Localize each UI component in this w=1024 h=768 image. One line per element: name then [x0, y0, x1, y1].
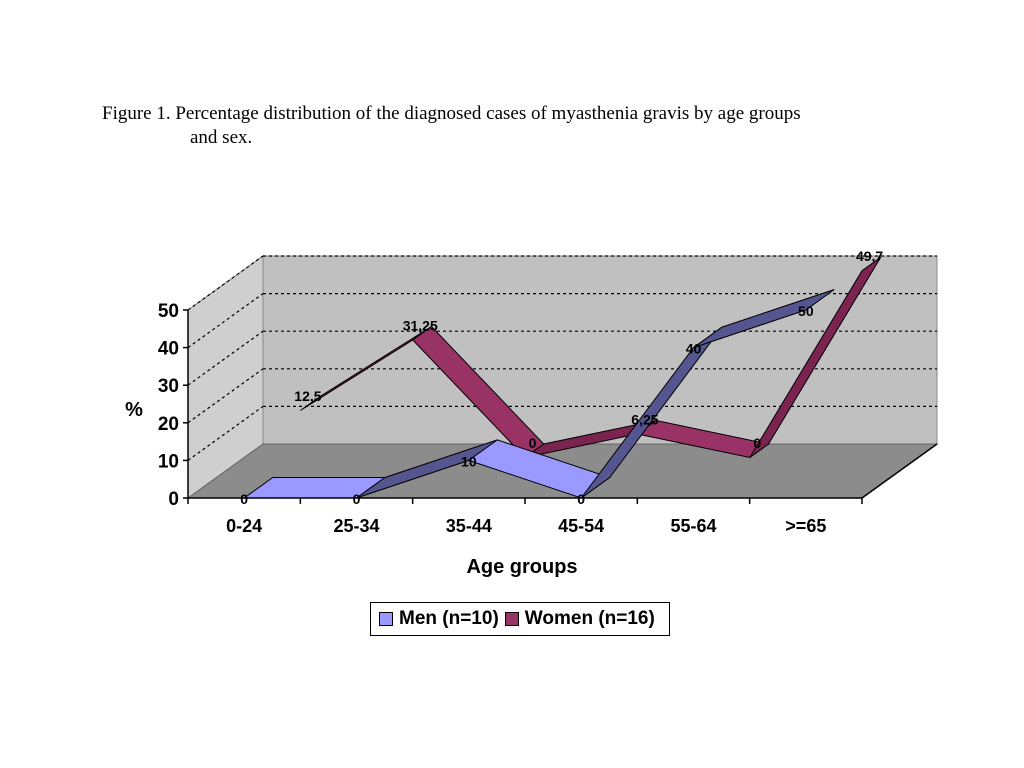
data-label: 10: [461, 453, 477, 469]
series-segment: [693, 289, 835, 349]
back-wall: [262, 255, 938, 445]
y-tick-label: 30: [158, 376, 179, 397]
x-axis-label: Age groups: [466, 556, 577, 578]
caption-line-2: and sex.: [190, 127, 253, 148]
caption-line-1: Figure 1. Percentage distribution of the…: [102, 103, 801, 124]
data-label: 0: [529, 435, 537, 451]
y-tick-label: 40: [158, 339, 179, 360]
series-women-ribbon: [300, 256, 882, 459]
data-label: 0: [353, 491, 361, 507]
x-tick-label: 35-44: [446, 516, 492, 536]
legend: Men (n=10) Women (n=16): [370, 602, 670, 636]
data-label: 0: [577, 491, 585, 507]
floor-edge: [861, 443, 938, 499]
x-tick-label: 25-34: [333, 516, 379, 536]
legend-swatch-men: [379, 612, 393, 626]
data-labels: 12,5 31,25 0 6,25 0 49,7 0 0 10 0 40 50: [240, 248, 883, 507]
y-tick-label: 20: [158, 414, 179, 435]
data-label: 49,7: [856, 248, 883, 264]
chart-gridlines: [187, 255, 937, 461]
x-axis-ticks: 0-24 25-34 35-44 45-54 55-64 >=65: [187, 498, 863, 536]
x-tick-label: 55-64: [670, 516, 716, 536]
x-tick-label: >=65: [785, 516, 826, 536]
y-axis-ticks: 0 10 20 30 40 50: [158, 301, 188, 510]
data-label: 6,25: [631, 412, 658, 428]
series-segment: [749, 256, 882, 458]
figure-caption: Figure 1. Percentage distribution of the…: [102, 102, 922, 150]
legend-item-women: Women (n=16): [504, 608, 655, 630]
y-tick-label: 10: [158, 451, 179, 472]
legend-item-men: Men (n=10): [379, 608, 499, 630]
x-tick-label: 0-24: [226, 516, 262, 536]
data-label: 0: [753, 435, 761, 451]
legend-label-women: Women (n=16): [524, 608, 655, 629]
x-tick-label: 45-54: [558, 516, 604, 536]
data-label: 40: [686, 341, 702, 357]
data-label: 0: [240, 491, 248, 507]
y-tick-label: 0: [168, 489, 179, 510]
series-men-ribbon: [242, 289, 835, 499]
y-tick-label: 50: [158, 301, 179, 322]
legend-label-men: Men (n=10): [399, 608, 499, 629]
y-axis-label: %: [125, 399, 143, 421]
data-label: 12,5: [294, 388, 321, 404]
legend-swatch-women: [504, 612, 519, 626]
data-label: 50: [798, 303, 814, 319]
data-label: 31,25: [403, 318, 438, 334]
